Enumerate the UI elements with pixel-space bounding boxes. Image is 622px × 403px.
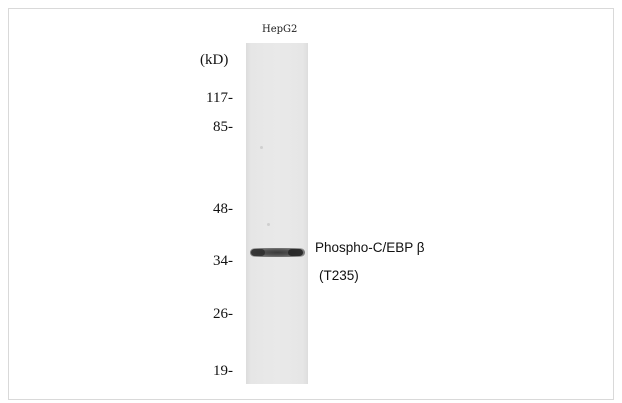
protein-band — [250, 248, 305, 257]
molecular-weight-unit: (kD) — [200, 52, 229, 68]
gel-lane — [246, 43, 308, 384]
marker-34: 34- — [213, 253, 233, 269]
protein-band-core — [288, 249, 303, 256]
lane-speck — [267, 223, 270, 226]
target-site-label: (T235) — [319, 268, 359, 283]
protein-band-core — [251, 249, 265, 256]
blot-figure-frame — [8, 8, 614, 400]
marker-48: 48- — [213, 201, 233, 217]
marker-19: 19- — [213, 363, 233, 379]
marker-26: 26- — [213, 306, 233, 322]
lane-speck — [260, 146, 263, 149]
marker-85: 85- — [213, 119, 233, 135]
target-protein-label: Phospho-C/EBP β — [315, 240, 425, 255]
marker-117: 117- — [206, 90, 233, 106]
lane-label: HepG2 — [262, 24, 298, 35]
